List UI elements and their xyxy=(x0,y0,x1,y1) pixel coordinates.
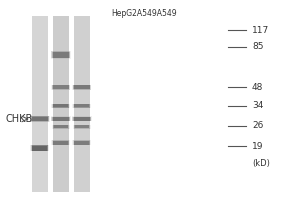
Bar xyxy=(73,104,90,108)
Bar xyxy=(75,125,89,128)
Bar xyxy=(50,85,71,90)
Bar xyxy=(72,140,92,145)
Bar xyxy=(31,116,49,121)
Bar xyxy=(74,85,90,89)
Bar xyxy=(72,85,92,90)
Bar xyxy=(72,117,91,121)
Bar xyxy=(50,116,71,122)
Bar xyxy=(73,85,90,89)
Bar xyxy=(53,125,68,128)
Text: 26: 26 xyxy=(252,121,263,130)
Bar xyxy=(73,104,91,108)
Bar xyxy=(53,85,69,89)
Bar xyxy=(32,16,48,192)
Bar xyxy=(52,117,70,121)
Text: 48: 48 xyxy=(252,83,263,92)
Text: (kD): (kD) xyxy=(252,159,270,168)
Bar xyxy=(51,117,70,121)
Text: 117: 117 xyxy=(252,26,269,35)
Bar xyxy=(51,125,70,129)
Bar xyxy=(72,116,92,121)
Bar xyxy=(52,52,69,58)
Bar xyxy=(73,85,91,90)
Bar xyxy=(31,145,49,151)
Bar xyxy=(32,145,48,151)
Bar xyxy=(72,103,92,108)
Bar xyxy=(74,16,90,192)
Text: 19: 19 xyxy=(252,142,263,151)
Bar xyxy=(52,125,70,129)
Bar xyxy=(73,140,91,145)
Bar xyxy=(74,104,90,108)
Bar xyxy=(51,85,70,90)
Bar xyxy=(51,116,71,121)
Bar xyxy=(31,145,48,151)
Bar xyxy=(54,125,68,128)
Bar xyxy=(73,140,90,145)
Bar xyxy=(74,125,89,128)
Bar xyxy=(32,146,47,150)
Bar xyxy=(74,141,90,145)
Bar xyxy=(73,117,91,121)
Bar xyxy=(74,141,89,145)
Bar xyxy=(29,116,50,122)
Bar xyxy=(52,52,70,58)
Bar xyxy=(30,116,50,122)
Bar xyxy=(30,116,49,122)
Bar xyxy=(52,85,70,90)
Bar xyxy=(53,141,68,145)
Bar xyxy=(52,85,69,89)
Bar xyxy=(52,16,69,192)
Bar xyxy=(74,104,89,107)
Bar xyxy=(74,125,90,129)
Text: HepG2A549A549: HepG2A549A549 xyxy=(111,9,177,18)
Bar xyxy=(73,125,91,129)
Text: CHKB: CHKB xyxy=(6,114,33,124)
Text: 85: 85 xyxy=(252,42,263,51)
Bar xyxy=(52,140,70,145)
Bar xyxy=(51,140,71,145)
Bar xyxy=(52,140,69,145)
Bar xyxy=(51,51,70,58)
Bar xyxy=(72,125,91,129)
Bar xyxy=(52,125,69,129)
Bar xyxy=(51,103,71,108)
Bar xyxy=(53,141,69,145)
Bar xyxy=(52,104,69,108)
Bar xyxy=(52,117,69,121)
Bar xyxy=(53,104,68,107)
Bar xyxy=(32,117,48,121)
Text: 34: 34 xyxy=(252,101,263,110)
Bar xyxy=(50,51,71,59)
Bar xyxy=(51,51,71,59)
Bar xyxy=(71,116,92,122)
Bar xyxy=(74,117,90,121)
Bar xyxy=(53,104,69,108)
Bar xyxy=(30,144,50,152)
Bar xyxy=(52,104,70,108)
Bar xyxy=(71,85,92,90)
